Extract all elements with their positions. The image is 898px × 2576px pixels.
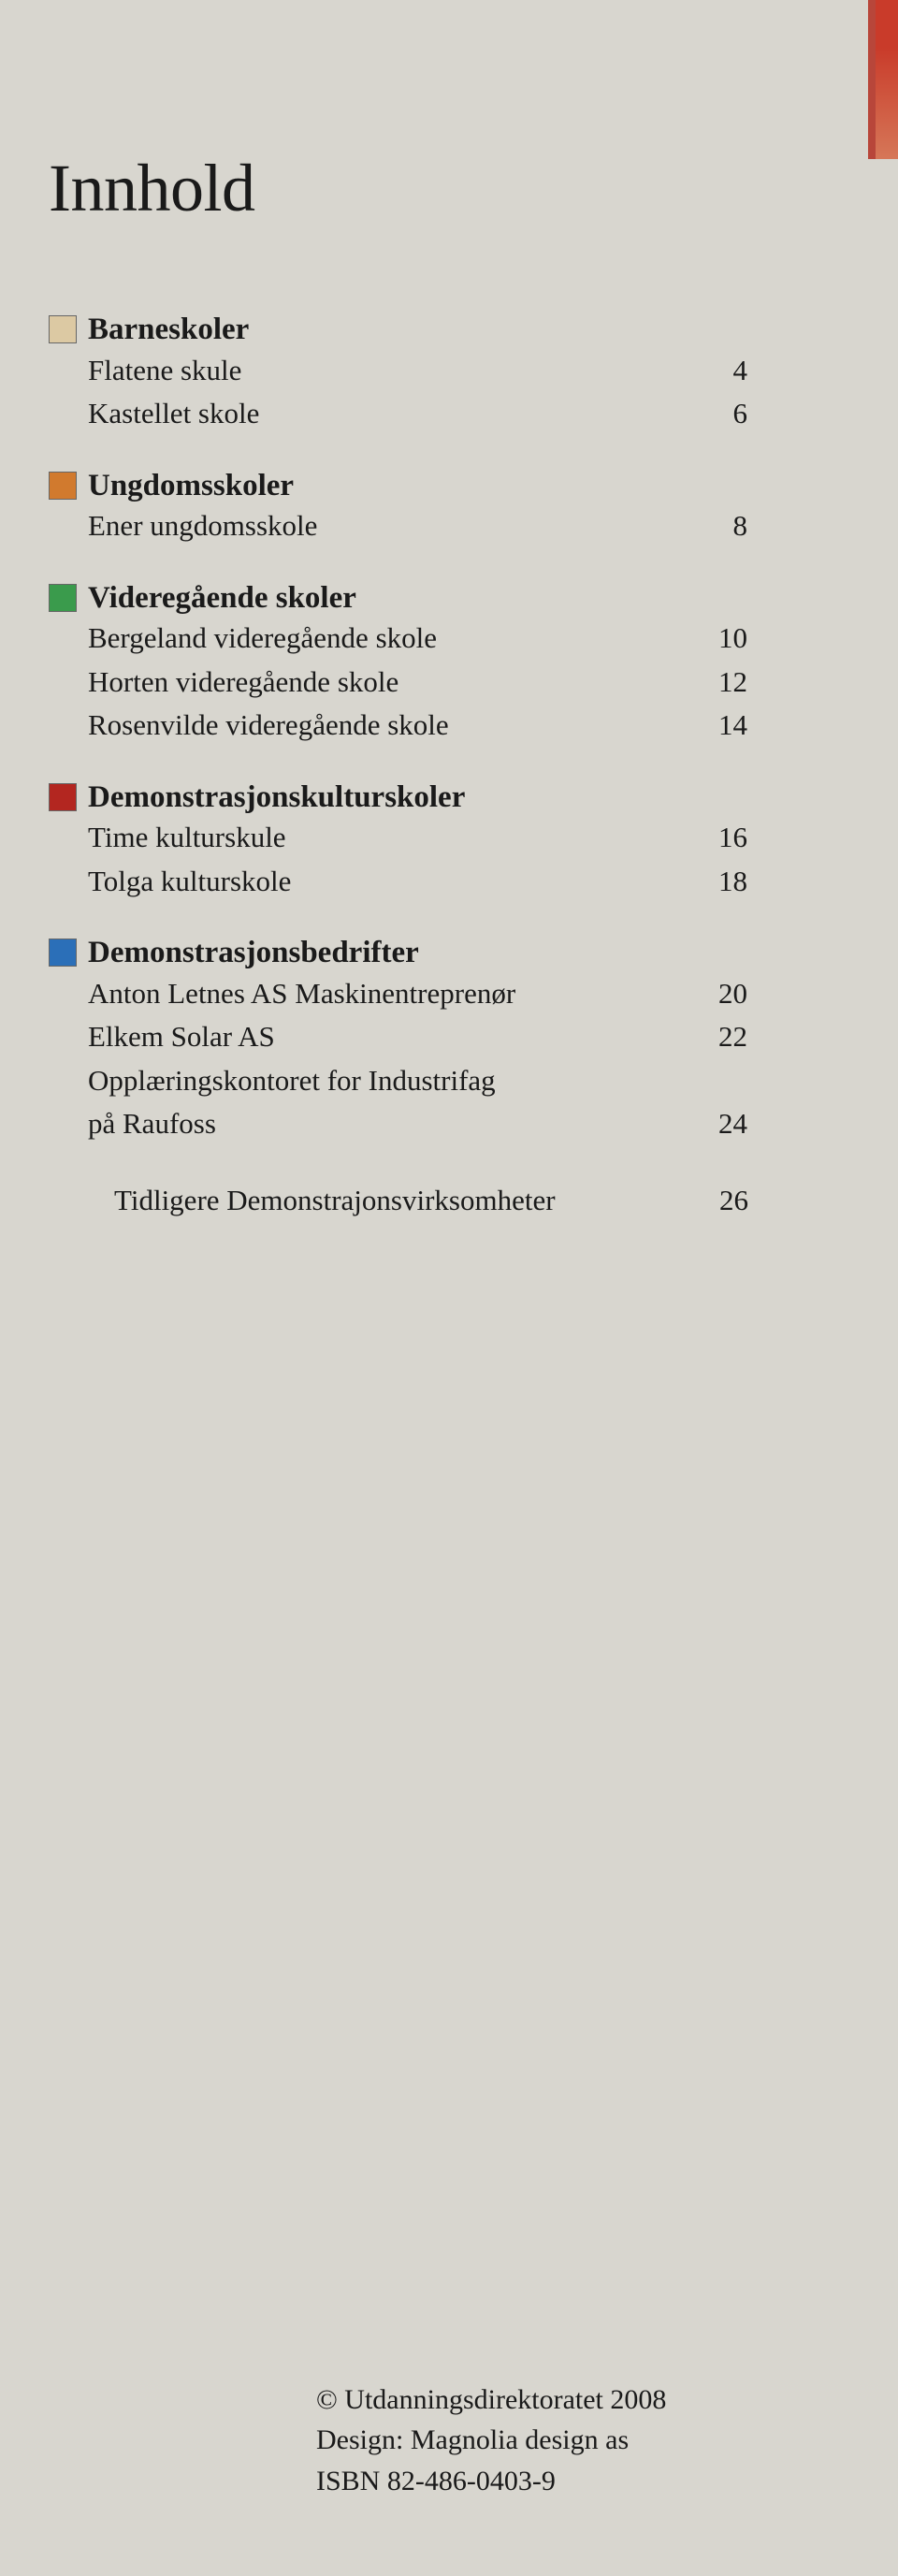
entry-label: Opplæringskontoret for Industrifag [88, 1059, 496, 1103]
entry-label: Kastellet skole [88, 392, 259, 436]
entry-label: på Raufoss [88, 1102, 216, 1146]
category-heading: Videregående skoler [88, 580, 823, 618]
entry-page: 18 [691, 860, 747, 904]
toc-entry: Opplæringskontoret for Industrifag [88, 1059, 747, 1103]
toc-entry: Tolga kulturskole 18 [88, 860, 747, 904]
toc-entry: Time kulturskule 16 [88, 816, 747, 860]
toc-entry: Bergeland videregående skole 10 [88, 617, 747, 661]
design-credit: Design: Magnolia design as [316, 2420, 666, 2461]
entry-label: Elkem Solar AS [88, 1015, 275, 1059]
entry-label: Horten videregående skole [88, 661, 398, 705]
entry-page: 20 [691, 972, 747, 1016]
category-kulturskoler: Demonstrasjonskulturskoler Time kultursk… [49, 779, 823, 904]
category-heading: Barneskoler [88, 312, 823, 349]
entry-page: 8 [691, 504, 747, 548]
entry-page: 4 [691, 349, 747, 393]
category-videregaende: Videregående skoler Bergeland videregåen… [49, 580, 823, 748]
marker-tan-icon [49, 315, 77, 343]
marker-green-icon [49, 584, 77, 612]
toc-entry: Anton Letnes AS Maskinentreprenør 20 [88, 972, 747, 1016]
footer: © Utdanningsdirektoratet 2008 Design: Ma… [316, 2380, 666, 2502]
marker-orange-icon [49, 472, 77, 500]
toc-entry: Elkem Solar AS 22 [88, 1015, 747, 1059]
entry-label: Ener ungdomsskole [88, 504, 317, 548]
entry-page: 16 [691, 816, 747, 860]
previous-page: 26 [692, 1184, 748, 1217]
category-ungdomsskoler: Ungdomsskoler Ener ungdomsskole 8 [49, 468, 823, 548]
entry-page: 6 [691, 392, 747, 436]
entry-label: Bergeland videregående skole [88, 617, 437, 661]
marker-red-icon [49, 783, 77, 811]
entry-label: Anton Letnes AS Maskinentreprenør [88, 972, 515, 1016]
category-barneskoler: Barneskoler Flatene skule 4 Kastellet sk… [49, 312, 823, 436]
page-title: Innhold [49, 150, 823, 227]
copyright: © Utdanningsdirektoratet 2008 [316, 2380, 666, 2421]
category-heading: Demonstrasjonskulturskoler [88, 779, 823, 817]
toc-entry-continuation: på Raufoss 24 [88, 1102, 747, 1146]
accent-stripe [876, 0, 898, 159]
entry-label: Rosenvilde videregående skole [88, 704, 449, 748]
entry-label: Flatene skule [88, 349, 241, 393]
entry-page: 12 [691, 661, 747, 705]
isbn: ISBN 82-486-0403-9 [316, 2461, 666, 2502]
entry-page: 22 [691, 1015, 747, 1059]
toc-entry: Rosenvilde videregående skole 14 [88, 704, 747, 748]
category-bedrifter: Demonstrasjonsbedrifter Anton Letnes AS … [49, 935, 823, 1146]
page-content: Innhold Barneskoler Flatene skule 4 Kast… [0, 0, 898, 1217]
entry-label: Time kulturskule [88, 816, 286, 860]
entry-page: 14 [691, 704, 747, 748]
previous-label: Tidligere Demonstrajonsvirksomheter [114, 1184, 556, 1217]
entry-page: 10 [691, 617, 747, 661]
toc-entry: Horten videregående skole 12 [88, 661, 747, 705]
entry-label: Tolga kulturskole [88, 860, 291, 904]
marker-blue-icon [49, 939, 77, 967]
accent-stripe-inner [868, 0, 876, 159]
toc-previous: Tidligere Demonstrajonsvirksomheter 26 [114, 1184, 748, 1217]
entry-page: 24 [691, 1102, 747, 1146]
toc-entry: Kastellet skole 6 [88, 392, 747, 436]
category-heading: Demonstrasjonsbedrifter [88, 935, 823, 972]
toc-entry: Ener ungdomsskole 8 [88, 504, 747, 548]
toc-entry: Flatene skule 4 [88, 349, 747, 393]
category-heading: Ungdomsskoler [88, 468, 823, 505]
